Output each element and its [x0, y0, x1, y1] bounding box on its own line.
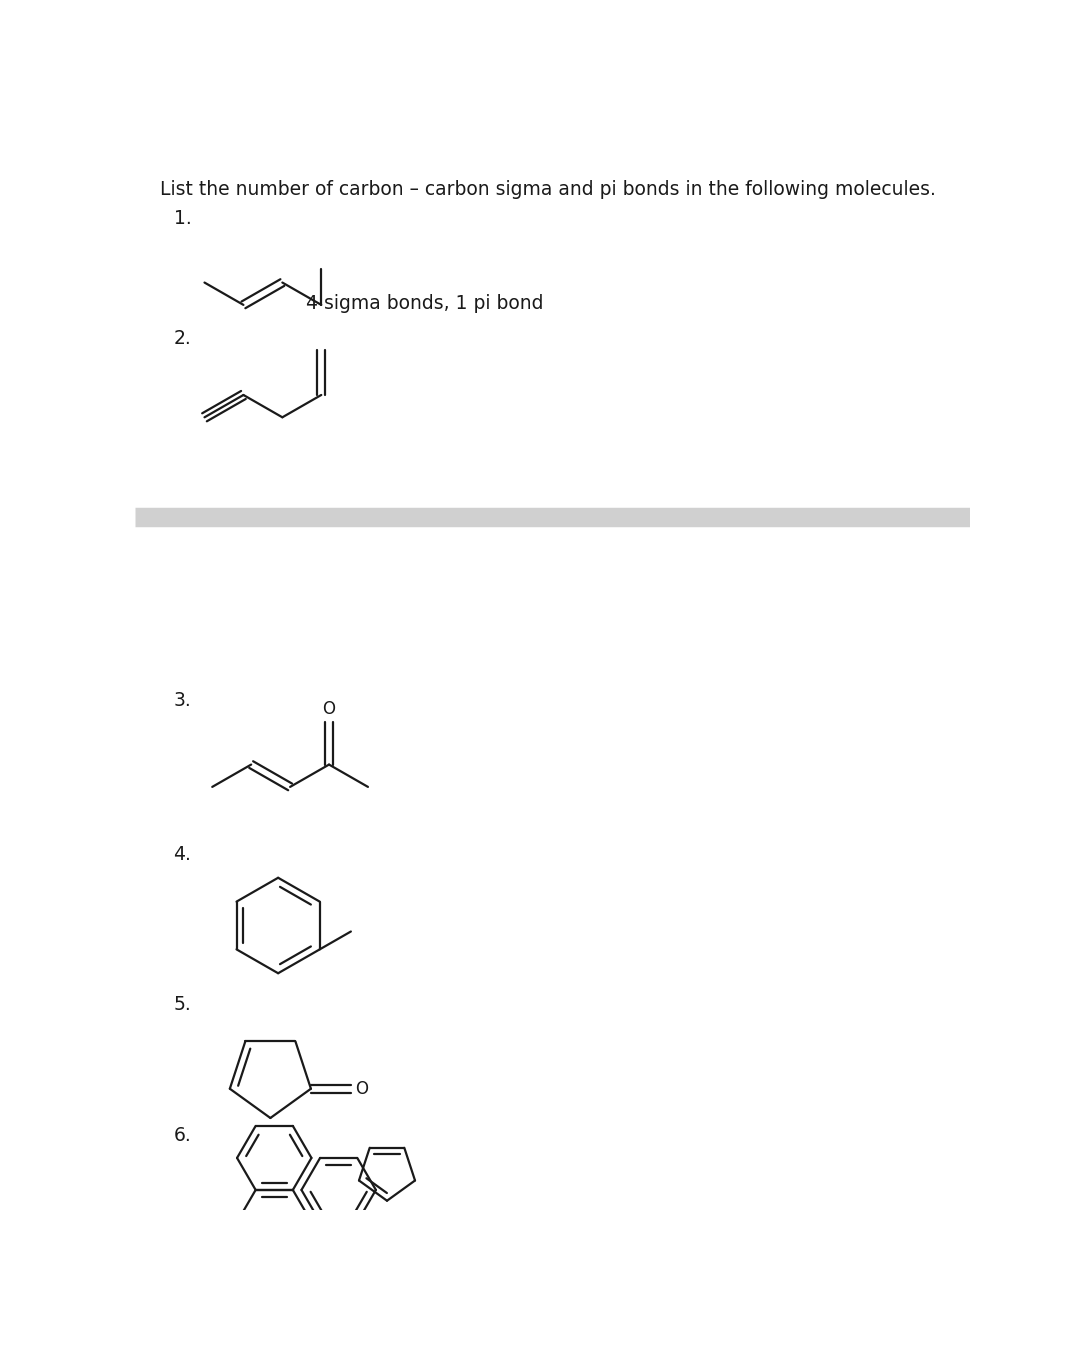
Text: 6.: 6.: [174, 1126, 191, 1145]
Text: List the number of carbon – carbon sigma and pi bonds in the following molecules: List the number of carbon – carbon sigma…: [160, 180, 936, 199]
Text: 3.: 3.: [174, 691, 191, 710]
Text: 4.: 4.: [174, 845, 192, 864]
Text: 4 sigma bonds, 1 pi bond: 4 sigma bonds, 1 pi bond: [305, 294, 543, 313]
Text: 1.: 1.: [174, 209, 191, 228]
Text: 2.: 2.: [174, 329, 191, 348]
Text: 5.: 5.: [174, 994, 191, 1013]
Text: O: O: [355, 1080, 368, 1098]
Text: O: O: [322, 700, 335, 718]
